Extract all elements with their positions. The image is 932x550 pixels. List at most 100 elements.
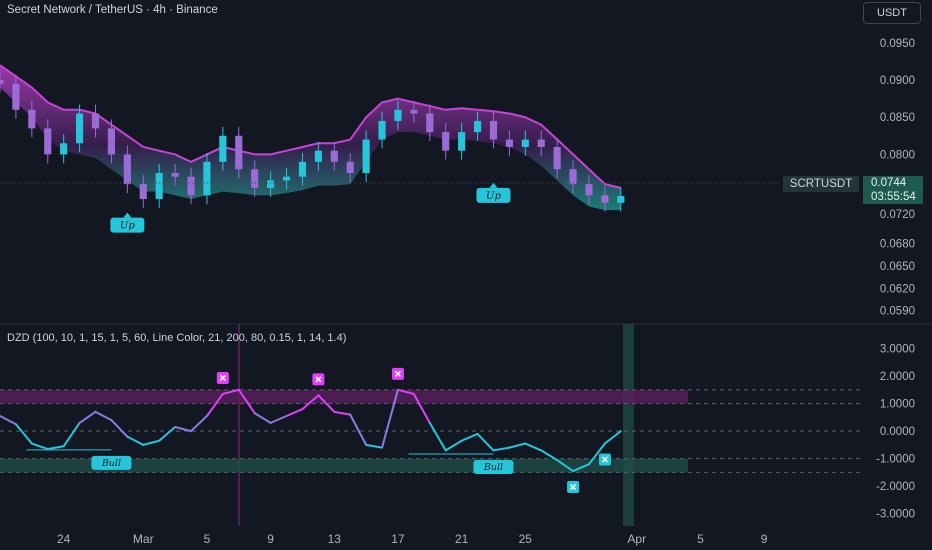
oscillator-segment <box>396 388 415 395</box>
up-label-pointer <box>489 182 498 188</box>
time-tick-label: 25 <box>519 532 533 546</box>
oscillator-segment <box>508 442 527 449</box>
oscillator-tick-label: 3.0000 <box>880 344 915 356</box>
oscillator-tick-label: -1.0000 <box>876 454 915 466</box>
candle-body[interactable] <box>219 135 227 162</box>
oscillator-segment <box>349 413 368 446</box>
price-tick-label: 0.0590 <box>880 306 915 318</box>
time-axis[interactable]: 24 Mar 5 9 13 17 21 25 Apr 5 9 <box>57 532 768 546</box>
ribbon-upper-edge <box>0 64 622 189</box>
candle-body[interactable] <box>91 113 100 129</box>
candle-body[interactable] <box>569 169 577 185</box>
candle-body[interactable] <box>442 132 450 151</box>
candle-body[interactable] <box>139 184 147 200</box>
signal-cross <box>394 370 401 377</box>
candle-body[interactable] <box>44 128 52 155</box>
oscillator-segment <box>444 439 463 452</box>
oscillator-zones <box>0 389 860 473</box>
candle-body[interactable] <box>585 184 593 196</box>
oscillator-segment <box>285 408 304 417</box>
oscillator-segment <box>524 442 543 452</box>
signal-cross <box>601 456 608 463</box>
candle-body[interactable] <box>171 173 179 177</box>
candle-body[interactable] <box>107 128 116 155</box>
oscillator-segment <box>476 432 495 452</box>
candle-body[interactable] <box>537 139 545 147</box>
candle-body[interactable] <box>60 143 68 155</box>
oscillator-segment <box>540 449 559 462</box>
time-tick-label: 5 <box>697 532 704 546</box>
price-tick-label: 0.0680 <box>880 239 915 251</box>
oscillator-segment <box>30 442 49 451</box>
candle-body[interactable] <box>314 150 322 162</box>
candle-body[interactable] <box>410 109 418 114</box>
time-tick-label: 21 <box>455 532 469 546</box>
candle-body[interactable] <box>521 139 529 147</box>
candle-body[interactable] <box>553 146 561 170</box>
candle-body[interactable] <box>155 173 163 200</box>
candle-body[interactable] <box>426 113 434 133</box>
time-tick-label: Apr <box>627 532 646 546</box>
time-tick-label: 13 <box>328 532 342 546</box>
candle-body[interactable] <box>346 161 354 173</box>
price-tick-label: 0.0650 <box>880 261 915 273</box>
oscillator-axis[interactable]: 3.0000 2.0000 1.0000 0.0000 -1.0000 -2.0000 -3… <box>876 344 915 521</box>
candle-body[interactable] <box>123 154 131 185</box>
candles[interactable] <box>0 71 625 212</box>
oscillator-segment <box>205 392 224 417</box>
candle-body[interactable] <box>28 109 36 129</box>
countdown: 03:55:54 <box>871 191 916 203</box>
oscillator-tick-label: -3.0000 <box>876 509 915 521</box>
oscillator-segment <box>126 435 145 446</box>
time-tick-label: Mar <box>133 532 154 546</box>
oscillator-segment <box>78 410 97 424</box>
oscillator-segment <box>603 430 622 445</box>
signal-cross <box>315 376 322 383</box>
price-ribbon <box>0 64 622 211</box>
price-tick-label: 0.0800 <box>880 149 915 161</box>
candle-body[interactable] <box>203 161 211 196</box>
symbol-badge: SCRTUSDT <box>783 176 859 192</box>
candle-body[interactable] <box>267 180 275 188</box>
bull-label-box <box>473 460 514 475</box>
up-label: Up <box>120 221 135 232</box>
oscillator-segment <box>110 419 129 438</box>
currency-button[interactable]: USDT <box>863 2 921 24</box>
up-label-pointer <box>123 212 132 218</box>
candle-body[interactable] <box>489 120 498 140</box>
indicator-title[interactable]: DZD (100, 10, 1, 15, 1, 5, 60, Line Colo… <box>7 332 347 344</box>
candle-body[interactable] <box>282 176 291 181</box>
candle-body[interactable] <box>0 80 4 84</box>
last-price-badge: 0.0744 03:55:54 <box>863 176 923 204</box>
candle-body[interactable] <box>330 150 338 162</box>
oscillator-segment <box>460 432 479 442</box>
price-tick-label: 0.0900 <box>880 75 915 87</box>
candle-body[interactable] <box>601 195 609 203</box>
candle-body[interactable] <box>362 139 370 173</box>
bull-label: Bull <box>483 462 503 473</box>
up-label-box <box>476 187 511 203</box>
oscillator-tick-label: 1.0000 <box>880 399 915 411</box>
candle-body[interactable] <box>251 169 259 188</box>
candle-body[interactable] <box>394 109 402 121</box>
oscillator-segment <box>190 414 208 433</box>
oscillator-segment <box>221 388 240 395</box>
candle-body[interactable] <box>235 135 243 170</box>
signal-cross <box>219 374 226 381</box>
candle-body[interactable] <box>458 132 466 151</box>
candle-body[interactable] <box>187 176 195 196</box>
candle-body[interactable] <box>76 113 84 144</box>
candle-body[interactable] <box>298 161 307 177</box>
price-tick-label: 0.0850 <box>880 112 915 124</box>
candle-body[interactable] <box>473 120 482 133</box>
oscillator-tick-label: 0.0000 <box>880 426 915 438</box>
candle-body[interactable] <box>617 196 625 203</box>
candle-body[interactable] <box>12 83 20 110</box>
oscillator-segment <box>269 414 288 424</box>
time-tick-label: 5 <box>204 532 211 546</box>
candle-body[interactable] <box>505 139 513 147</box>
candle-body[interactable] <box>378 120 386 140</box>
oscillator-segment <box>381 388 399 449</box>
price-tick-label: 0.0950 <box>880 38 915 50</box>
